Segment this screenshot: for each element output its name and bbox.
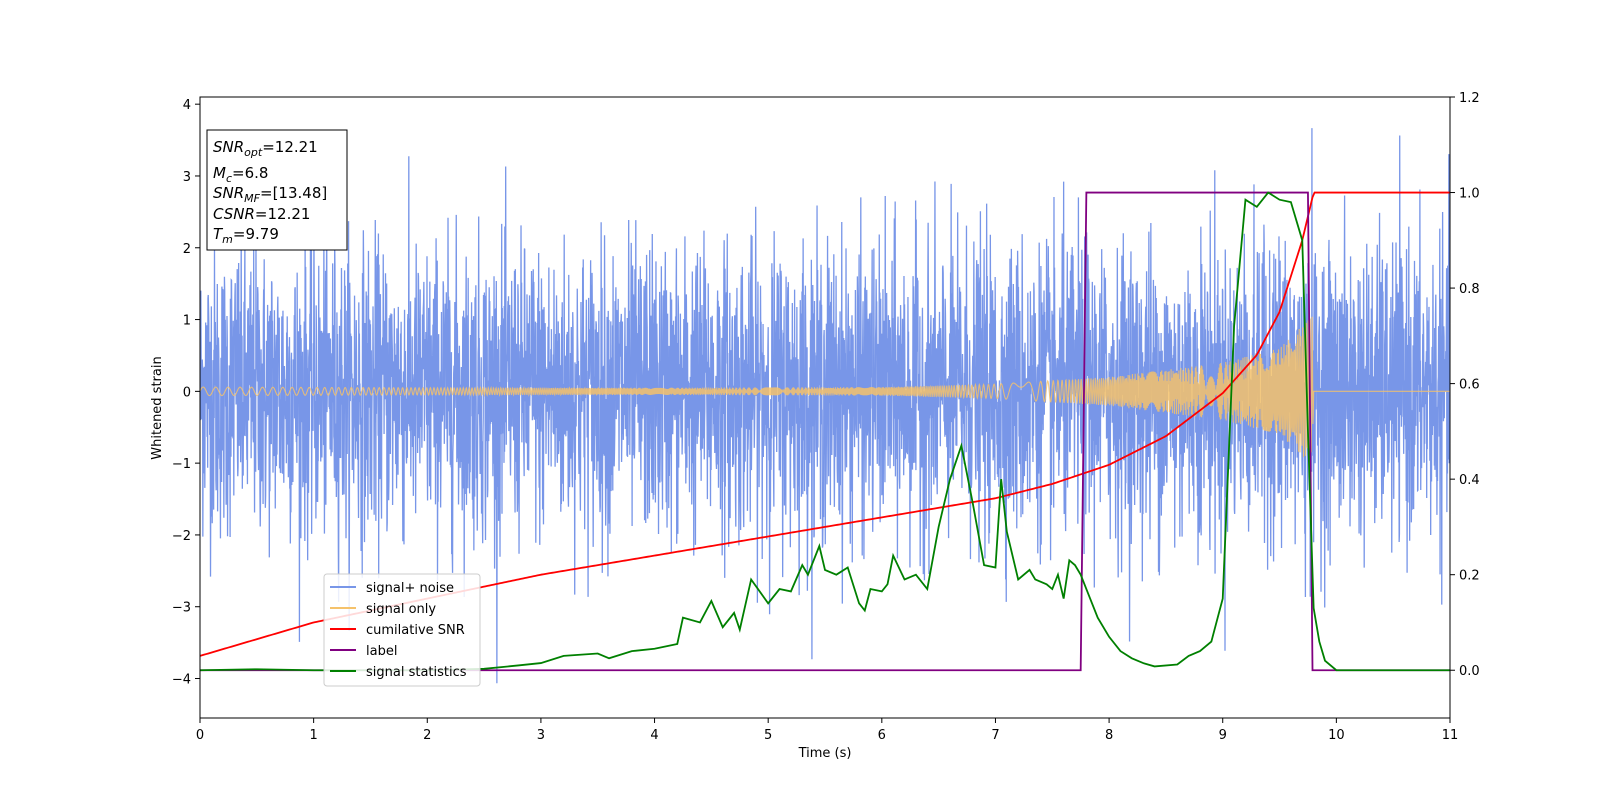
x-tick-label: 11	[1442, 728, 1459, 743]
legend-label-label: label	[366, 644, 397, 659]
x-tick-label: 0	[196, 728, 204, 743]
y-right-tick-label: 0.8	[1459, 282, 1480, 297]
y-left-tick-label: 4	[183, 98, 191, 113]
legend-label-signal-only: signal only	[366, 602, 436, 617]
x-tick-label: 8	[1105, 728, 1113, 743]
y-left-tick-label: 3	[183, 170, 191, 185]
info-box: SNRopt=12.21 Mc=6.8 SNRMF=[13.48] CSNR=1…	[206, 129, 348, 251]
x-tick-label: 3	[537, 728, 545, 743]
x-tick-label: 9	[1219, 728, 1227, 743]
y-left-tick-label: 0	[183, 385, 191, 400]
y-left-tick-label: 1	[183, 314, 191, 329]
x-tick-label: 7	[991, 728, 999, 743]
legend-frame	[323, 573, 481, 687]
y-left-tick-label: −2	[172, 529, 191, 544]
y-left-tick-label: −1	[172, 457, 191, 472]
y-right-tick-label: 1.2	[1459, 91, 1480, 106]
series-signal-statistics	[200, 191, 1450, 672]
x-tick-label: 5	[764, 728, 772, 743]
info-line-csnr: CSNR=12.21	[213, 205, 310, 223]
info-line-snr-mf: SNRMF=[13.48]	[213, 184, 327, 205]
x-tick-label: 4	[650, 728, 658, 743]
legend-label-signal-noise: signal+ noise	[366, 581, 454, 596]
x-tick-label: 1	[309, 728, 317, 743]
y-left-tick-label: −4	[172, 673, 191, 688]
x-tick-label: 2	[423, 728, 431, 743]
x-tick-label: 6	[878, 728, 886, 743]
y-axis-label: Whitened strain	[150, 356, 165, 459]
plot-frame	[199, 96, 1451, 719]
info-line-snr-opt: SNRopt=12.21	[213, 138, 318, 159]
y-right-tick-label: 0.2	[1459, 569, 1480, 584]
y-left-tick-label: 2	[183, 242, 191, 257]
y-left-tick-label: −3	[172, 601, 191, 616]
y-right-tick-label: 0.4	[1459, 473, 1480, 488]
axis-ticks: 0 1 2 3 4 5 6 7 8 9 10 11 −4 −3 −2 −1 0 1 2 3 4 0.0 0.2 0.4 0.6 0…	[172, 91, 1480, 743]
info-line-tm: Tm=9.79	[213, 225, 279, 246]
info-box-frame	[206, 129, 348, 251]
legend-label-cumulative-snr: cumilative SNR	[366, 623, 465, 638]
series-signal-only	[200, 316, 1450, 458]
legend-label-signal-statistics: signal statistics	[366, 665, 467, 680]
y-right-tick-label: 1.0	[1459, 187, 1480, 202]
y-right-tick-label: 0.0	[1459, 664, 1480, 679]
x-tick-label: 10	[1328, 728, 1345, 743]
legend: signal+ noise signal only cumilative SNR…	[323, 573, 481, 687]
y-right-tick-label: 0.6	[1459, 378, 1480, 393]
x-axis-label: Time (s)	[798, 746, 852, 761]
info-line-mc: Mc=6.8	[213, 164, 268, 185]
